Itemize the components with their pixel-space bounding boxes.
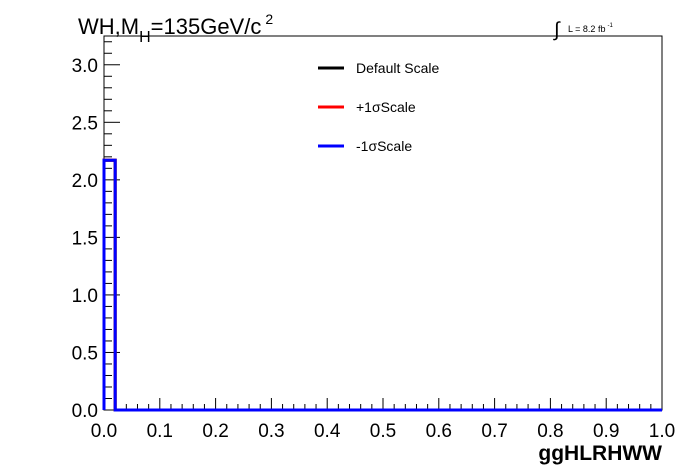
chart-title: WH,MH=135GeV/c 2 (78, 11, 273, 46)
legend-label: +1σScale (356, 99, 416, 115)
series-line-3 (102, 158, 662, 412)
title-main: WH,M (78, 14, 139, 39)
lumi-superscript: -1 (607, 23, 613, 29)
x-tick-label: 0.8 (537, 421, 563, 442)
integral-symbol: ∫ (553, 19, 561, 41)
y-tick-label: 1.5 (72, 228, 98, 249)
x-tick-label: 0.3 (258, 421, 284, 442)
title-superscript: 2 (265, 11, 273, 27)
legend-label: -1σScale (356, 138, 412, 154)
series-line-2 (102, 158, 662, 412)
plot-frame (103, 35, 663, 411)
x-tick-label: 0.5 (370, 421, 396, 442)
lumi-label: L = 8.2 fb -1 (568, 23, 613, 34)
title-subscript: H (139, 29, 151, 46)
y-tick-label: 0.0 (72, 401, 98, 422)
x-tick-label: 0.0 (91, 421, 117, 442)
series-line-1 (102, 158, 662, 412)
series-layer (102, 158, 662, 412)
x-tick-label: 0.9 (593, 421, 619, 442)
x-tick-label: 0.6 (426, 421, 452, 442)
legend: Default Scale +1σScale -1σScale (318, 60, 439, 154)
y-tick-label: 2.0 (72, 171, 98, 192)
x-tick-label: 0.2 (202, 421, 228, 442)
y-tick-label: 2.5 (72, 113, 98, 134)
x-axis-label: ggHLRHWW (538, 442, 662, 465)
x-tick-label: 0.1 (147, 421, 173, 442)
y-tick-label: 0.5 (72, 343, 98, 364)
y-tick-label: 3.0 (72, 56, 98, 77)
y-tick-label: 1.0 (72, 286, 98, 307)
title-rest: =135GeV/c (151, 14, 262, 39)
axes: 0.0 0.1 0.2 0.3 0.4 0.5 0.6 0.7 0.8 0.9 1.0 0.0 0.5 1… (72, 41, 675, 442)
x-tick-label: 1.0 (649, 421, 675, 442)
legend-label: Default Scale (356, 60, 439, 76)
lumi-text: L = 8.2 fb (568, 24, 605, 34)
x-tick-label: 0.7 (481, 421, 507, 442)
x-tick-label: 0.4 (314, 421, 341, 442)
